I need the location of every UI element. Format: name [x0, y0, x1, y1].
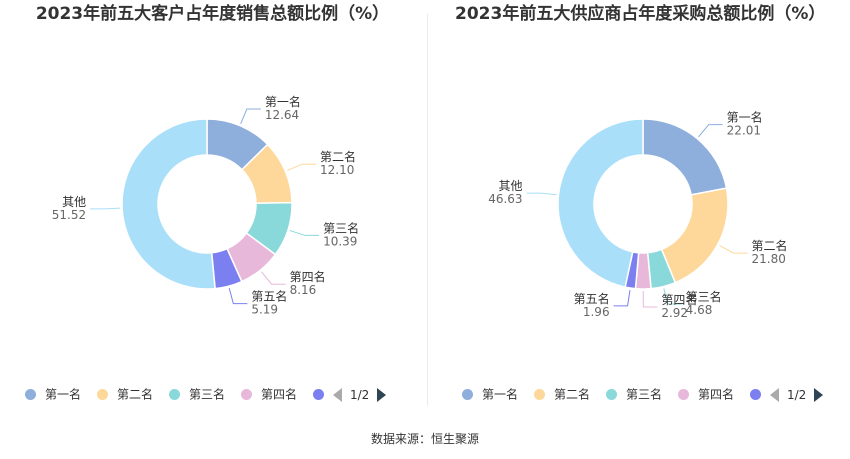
slice-label: 第五名	[251, 289, 287, 304]
legend-marker	[313, 389, 324, 400]
legend-label: 第四名	[698, 387, 735, 402]
legend-marker	[750, 389, 761, 400]
slice-label: 第二名	[320, 149, 356, 164]
leader-line	[719, 245, 748, 254]
slice-label: 第四名	[290, 269, 326, 284]
chart-title: 2023年前五大客户占年度销售总额比例（%）	[35, 4, 390, 24]
slice-value-label: 12.10	[320, 163, 354, 177]
legend-item[interactable]	[313, 384, 333, 404]
legend-marker	[678, 389, 689, 400]
slice-value-label: 5.19	[251, 303, 278, 317]
legend-label: 第三名	[189, 387, 226, 402]
leader-line	[90, 207, 121, 210]
slice-value-label: 22.01	[727, 124, 761, 138]
next-page-icon[interactable]	[814, 387, 824, 402]
slice-6[interactable]	[557, 118, 644, 288]
leader-line	[287, 163, 317, 171]
legend-label: 第一名	[482, 387, 519, 402]
slice-value-label: 51.52	[52, 208, 86, 222]
supplier-chart-panel: 2023年前五大供应商占年度采购总额比例（%） 第一名 22.01 第二名 21.80…	[425, 0, 850, 410]
legend-pager: 1/2	[770, 384, 824, 404]
legend-item[interactable]: 第二名	[97, 384, 153, 404]
legend-item[interactable]: 第四名	[678, 384, 734, 404]
leader-line	[613, 289, 631, 307]
slice-value-label: 1.96	[583, 305, 610, 319]
chart-legend: 第一名 第二名 第三名 第四名 1/2	[0, 384, 425, 404]
legend-marker	[97, 389, 108, 400]
legend-item[interactable]: 第一名	[462, 384, 518, 404]
customer-chart-panel: 2023年前五大客户占年度销售总额比例（%） 第一名 12.64 第二名 12.10 第…	[0, 0, 425, 410]
next-page-icon[interactable]	[377, 387, 387, 402]
leader-line	[698, 124, 723, 138]
leader-line	[228, 287, 248, 305]
legend-label: 第二名	[117, 387, 154, 402]
leader-line	[240, 108, 261, 124]
legend-item[interactable]: 第四名	[241, 384, 297, 404]
slice-label: 第四名	[661, 292, 697, 307]
legend-marker	[606, 389, 617, 400]
slice-1[interactable]	[642, 118, 728, 196]
slice-2[interactable]	[660, 187, 729, 284]
legend-page-indicator: 1/2	[787, 387, 807, 402]
legend-label: 第二名	[554, 387, 591, 402]
slice-value-label: 2.92	[661, 306, 688, 320]
slice-label: 第二名	[752, 238, 788, 253]
legend-page-indicator: 1/2	[350, 387, 370, 402]
legend-marker	[241, 389, 252, 400]
legend-item[interactable]	[750, 384, 770, 404]
legend-marker	[462, 389, 473, 400]
slice-label: 其他	[499, 179, 523, 193]
slice-label: 第三名	[323, 220, 359, 235]
legend-item[interactable]: 第一名	[25, 384, 81, 404]
legend-marker	[534, 389, 545, 400]
legend-label: 第三名	[626, 387, 663, 402]
slice-label: 其他	[62, 195, 86, 209]
legend-pager: 1/2	[333, 384, 387, 404]
slice-label: 第五名	[574, 291, 610, 306]
slice-label: 第一名	[727, 110, 763, 125]
slice-label: 第一名	[265, 94, 301, 109]
slice-label: 第三名	[686, 289, 722, 304]
legend-item[interactable]: 第二名	[534, 384, 590, 404]
slice-value-label: 8.16	[290, 283, 317, 297]
leader-line	[289, 230, 320, 236]
leader-line	[261, 271, 286, 285]
chart-title: 2023年前五大供应商占年度采购总额比例（%）	[455, 4, 826, 24]
legend-marker	[169, 389, 180, 400]
slice-value-label: 46.63	[488, 192, 522, 206]
legend-item[interactable]: 第三名	[169, 384, 225, 404]
leader-line	[526, 192, 557, 196]
slice-value-label: 10.39	[323, 234, 357, 248]
slice-value-label: 12.64	[265, 108, 299, 122]
legend-marker	[25, 389, 36, 400]
chart-legend: 第一名 第二名 第三名 第四名 1/2	[425, 384, 850, 404]
slice-6[interactable]	[121, 118, 216, 290]
panel-divider	[427, 14, 428, 406]
prev-page-icon[interactable]	[770, 387, 779, 402]
slice-value-label: 21.80	[752, 252, 786, 266]
prev-page-icon[interactable]	[333, 387, 342, 402]
data-source: 数据来源：恒生聚源	[370, 432, 479, 446]
legend-item[interactable]: 第三名	[606, 384, 662, 404]
leader-line	[663, 288, 682, 305]
legend-label: 第一名	[45, 387, 82, 402]
leader-line	[642, 290, 658, 308]
slice-value-label: 4.68	[686, 303, 713, 317]
legend-label: 第四名	[261, 387, 298, 402]
